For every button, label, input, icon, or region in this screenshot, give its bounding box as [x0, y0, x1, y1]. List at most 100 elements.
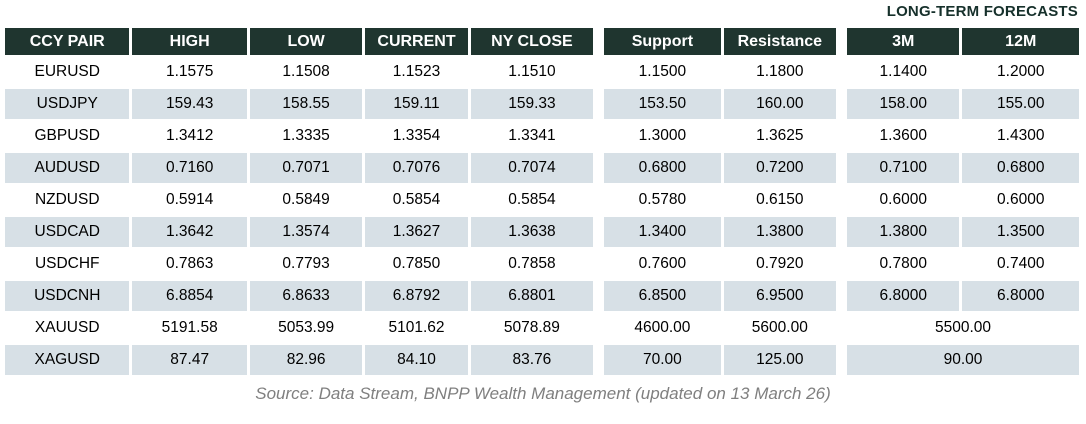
- cell-support: 70.00: [596, 345, 721, 375]
- cell-ny-close: 6.8801: [470, 281, 594, 311]
- cell-low: 1.3335: [249, 121, 363, 151]
- table-row-nzdusd: NZDUSD 0.5914 0.5849 0.5854 0.5854 0.5780 0.61…: [5, 185, 1079, 215]
- table-row-usdjpy: USDJPY 159.43 158.55 159.11 159.33 153.50 160.…: [5, 89, 1079, 119]
- cell-ny-close: 1.1510: [470, 57, 594, 87]
- cell-high: 0.7160: [132, 153, 247, 183]
- column-header-ccy-pair: CCY PAIR: [5, 28, 130, 55]
- cell-forecast-3m: 0.7100: [839, 153, 960, 183]
- table-row-xagusd: XAGUSD 87.47 82.96 84.10 83.76 70.00 125.00 90.…: [5, 345, 1079, 375]
- cell-ny-close: 0.5854: [470, 185, 594, 215]
- cell-support: 153.50: [596, 89, 721, 119]
- cell-low: 1.3574: [249, 217, 363, 247]
- column-header-support: Support: [596, 28, 721, 55]
- cell-resistance: 6.9500: [723, 281, 837, 311]
- cell-ny-close: 159.33: [470, 89, 594, 119]
- cell-high: 5191.58: [132, 313, 247, 343]
- cell-low: 0.7793: [249, 249, 363, 279]
- cell-forecast-3m: 0.6000: [839, 185, 960, 215]
- cell-current: 159.11: [365, 89, 468, 119]
- source-note: Source: Data Stream, BNPP Wealth Managem…: [255, 384, 831, 403]
- table-row-audusd: AUDUSD 0.7160 0.7071 0.7076 0.7074 0.6800 0.72…: [5, 153, 1079, 183]
- cell-forecast-12m: 0.6000: [962, 185, 1079, 215]
- cell-resistance: 0.7920: [723, 249, 837, 279]
- cell-pair: XAGUSD: [5, 345, 130, 375]
- cell-forecast-12m: 0.7400: [962, 249, 1079, 279]
- cell-ny-close: 83.76: [470, 345, 594, 375]
- cell-pair: EURUSD: [5, 57, 130, 87]
- cell-low: 82.96: [249, 345, 363, 375]
- cell-pair: USDCAD: [5, 217, 130, 247]
- cell-high: 6.8854: [132, 281, 247, 311]
- cell-resistance: 5600.00: [723, 313, 837, 343]
- cell-high: 0.5914: [132, 185, 247, 215]
- cell-low: 158.55: [249, 89, 363, 119]
- cell-high: 87.47: [132, 345, 247, 375]
- cell-low: 1.1508: [249, 57, 363, 87]
- cell-low: 5053.99: [249, 313, 363, 343]
- table-row-usdcad: USDCAD 1.3642 1.3574 1.3627 1.3638 1.3400 1.38…: [5, 217, 1079, 247]
- cell-pair: AUDUSD: [5, 153, 130, 183]
- cell-resistance: 1.1800: [723, 57, 837, 87]
- cell-support: 1.1500: [596, 57, 721, 87]
- column-header-high: HIGH: [132, 28, 247, 55]
- fx-forecast-table: CCY PAIR HIGH LOW CURRENT NY CLOSE Support Res…: [2, 26, 1082, 377]
- cell-forecast-12m: 1.3500: [962, 217, 1079, 247]
- cell-forecast-3m: 158.00: [839, 89, 960, 119]
- cell-low: 6.8633: [249, 281, 363, 311]
- cell-support: 1.3000: [596, 121, 721, 151]
- cell-high: 0.7863: [132, 249, 247, 279]
- cell-forecast-3m: 1.3800: [839, 217, 960, 247]
- cell-low: 0.7071: [249, 153, 363, 183]
- cell-pair: USDCHF: [5, 249, 130, 279]
- cell-forecast-3m: 6.8000: [839, 281, 960, 311]
- cell-ny-close: 1.3638: [470, 217, 594, 247]
- cell-forecast-12m: 6.8000: [962, 281, 1079, 311]
- cell-support: 0.7600: [596, 249, 721, 279]
- cell-forecast-12m: 1.2000: [962, 57, 1079, 87]
- cell-high: 1.3412: [132, 121, 247, 151]
- cell-current: 1.3354: [365, 121, 468, 151]
- cell-current: 84.10: [365, 345, 468, 375]
- cell-ny-close: 1.3341: [470, 121, 594, 151]
- cell-current: 6.8792: [365, 281, 468, 311]
- column-header-12m: 12M: [962, 28, 1079, 55]
- cell-support: 4600.00: [596, 313, 721, 343]
- cell-current: 1.3627: [365, 217, 468, 247]
- column-header-3m: 3M: [839, 28, 960, 55]
- cell-pair: USDJPY: [5, 89, 130, 119]
- cell-current: 1.1523: [365, 57, 468, 87]
- cell-resistance: 125.00: [723, 345, 837, 375]
- cell-forecast-12m: 0.6800: [962, 153, 1079, 183]
- cell-resistance: 0.6150: [723, 185, 837, 215]
- column-header-resistance: Resistance: [723, 28, 837, 55]
- cell-current: 5101.62: [365, 313, 468, 343]
- cell-high: 159.43: [132, 89, 247, 119]
- cell-support: 0.5780: [596, 185, 721, 215]
- cell-high: 1.3642: [132, 217, 247, 247]
- cell-forecast-3m: 1.1400: [839, 57, 960, 87]
- cell-ny-close: 0.7858: [470, 249, 594, 279]
- table-row-eurusd: EURUSD 1.1575 1.1508 1.1523 1.1510 1.1500 1.18…: [5, 57, 1079, 87]
- cell-current: 0.7076: [365, 153, 468, 183]
- table-row-gbpusd: GBPUSD 1.3412 1.3335 1.3354 1.3341 1.3000 1.36…: [5, 121, 1079, 151]
- cell-high: 1.1575: [132, 57, 247, 87]
- cell-forecast-3m: 1.3600: [839, 121, 960, 151]
- cell-low: 0.5849: [249, 185, 363, 215]
- cell-pair: NZDUSD: [5, 185, 130, 215]
- long-term-forecasts-label: LONG-TERM FORECASTS: [886, 3, 1078, 20]
- cell-forecast-12m: 155.00: [962, 89, 1079, 119]
- cell-forecast-3m-12m: 5500.00: [839, 313, 1079, 343]
- header-row: CCY PAIR HIGH LOW CURRENT NY CLOSE Support Res…: [5, 28, 1079, 55]
- cell-support: 6.8500: [596, 281, 721, 311]
- cell-pair: GBPUSD: [5, 121, 130, 151]
- cell-resistance: 0.7200: [723, 153, 837, 183]
- cell-ny-close: 0.7074: [470, 153, 594, 183]
- table-row-usdcnh: USDCNH 6.8854 6.8633 6.8792 6.8801 6.8500 6.95…: [5, 281, 1079, 311]
- cell-ny-close: 5078.89: [470, 313, 594, 343]
- cell-forecast-3m: 0.7800: [839, 249, 960, 279]
- cell-resistance: 1.3800: [723, 217, 837, 247]
- column-header-low: LOW: [249, 28, 363, 55]
- cell-resistance: 160.00: [723, 89, 837, 119]
- cell-current: 0.7850: [365, 249, 468, 279]
